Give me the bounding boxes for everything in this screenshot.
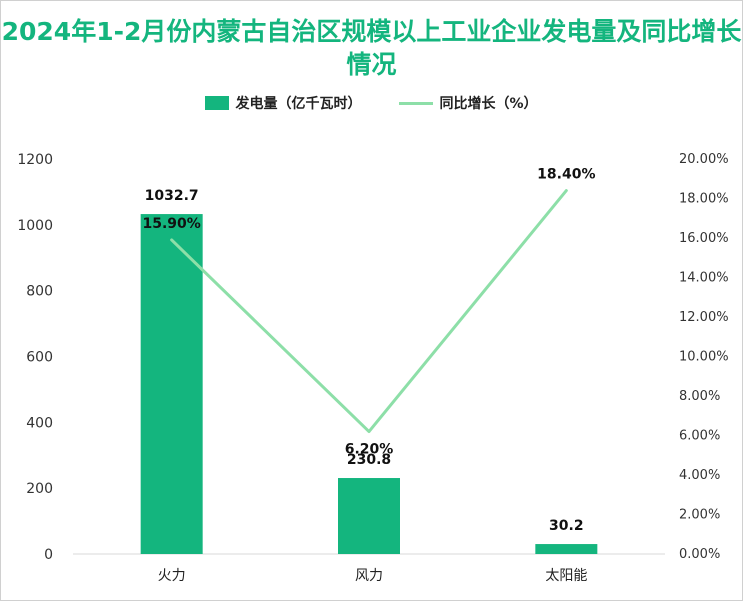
legend-item-bar: 发电量（亿千瓦时） (205, 93, 361, 113)
x-tick-label: 太阳能 (545, 568, 587, 584)
line-data-label: 18.40% (537, 167, 595, 183)
y-left-tick-label: 200 (26, 481, 53, 497)
y-left-tick-label: 600 (26, 350, 53, 366)
y-right-tick-label: 6.00% (679, 429, 720, 444)
legend-swatch-line (399, 101, 434, 105)
y-right-tick-label: 18.00% (679, 192, 729, 207)
y-left-tick-label: 400 (26, 415, 53, 431)
y-right-tick-label: 2.00% (679, 508, 720, 523)
y-right-tick-label: 20.00% (679, 152, 729, 167)
legend-swatch-bar (205, 96, 230, 110)
y-left-tick-label: 0 (44, 547, 53, 563)
bar-data-label: 30.2 (549, 518, 584, 534)
y-right-tick-label: 16.00% (679, 231, 729, 246)
bar (140, 214, 203, 554)
line-data-label: 6.20% (345, 442, 394, 458)
y-right-tick-label: 8.00% (679, 389, 720, 404)
y-right-tick-label: 10.00% (679, 350, 729, 365)
line-series (170, 189, 568, 434)
x-tick-label: 风力 (355, 568, 383, 584)
y-left-tick-label: 1200 (17, 152, 53, 168)
legend: 发电量（亿千瓦时） 同比增长（%） (1, 93, 742, 113)
line-data-label: 15.90% (143, 216, 201, 232)
y-left-tick-label: 800 (26, 284, 53, 300)
y-right-tick-label: 12.00% (679, 310, 729, 325)
legend-item-line: 同比增长（%） (399, 93, 538, 113)
chart-title-text: 2024年1-2月份内蒙古自治区规模以上工业企业发电量及同比增长情况 (1, 17, 742, 79)
bar (338, 478, 400, 554)
chart-title: 2024年1-2月份内蒙古自治区规模以上工业企业发电量及同比增长情况 (1, 15, 742, 81)
y-right-tick-label: 4.00% (679, 468, 720, 483)
legend-label-line: 同比增长（%） (439, 96, 538, 112)
bar-data-label: 1032.7 (145, 188, 199, 204)
y-left-tick-label: 1000 (17, 218, 53, 234)
y-right-tick-label: 0.00% (679, 547, 720, 562)
bar-data-label: 230.8 (347, 452, 391, 468)
y-right-tick-label: 14.00% (679, 271, 729, 286)
legend-label-bar: 发电量（亿千瓦时） (235, 96, 362, 112)
x-tick-label: 火力 (158, 568, 186, 584)
bar (535, 544, 598, 554)
